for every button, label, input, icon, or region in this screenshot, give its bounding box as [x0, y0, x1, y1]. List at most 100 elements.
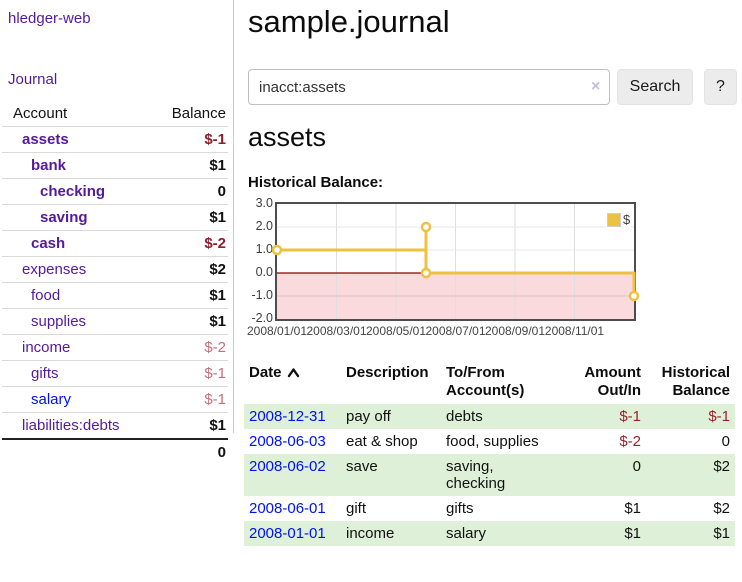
account-balance: $-2 — [153, 230, 228, 257]
account-link[interactable]: food — [31, 287, 61, 304]
help-button[interactable]: ? — [704, 69, 737, 105]
account-link[interactable]: income — [22, 339, 71, 356]
y-tick-label: 0.0 — [255, 265, 273, 279]
transaction-balance: 0 — [721, 433, 730, 450]
transaction-date-link[interactable]: 2008-06-03 — [249, 433, 326, 450]
account-balance: 0 — [153, 178, 228, 205]
account-link[interactable]: expenses — [22, 261, 87, 278]
account-balance: $1 — [153, 412, 228, 440]
register-header-balance: Historical Balance — [661, 364, 730, 399]
accounts-header-row: Account Balance — [2, 101, 228, 127]
y-tick-label: -2.0 — [251, 311, 273, 325]
main-content: sample.journal × Search ? assets Histori… — [244, 0, 742, 582]
chart-legend: $ — [606, 211, 632, 228]
register-header-date[interactable]: Date — [244, 360, 341, 404]
x-tick-label: 2008/09/01 — [484, 324, 546, 338]
transaction-accounts: debts — [446, 408, 483, 425]
accounts-total-row: 0 — [2, 438, 228, 465]
legend-label: $ — [623, 212, 631, 227]
data-point-marker — [420, 267, 432, 279]
register-header-accounts: To/From Account(s) — [446, 364, 525, 399]
y-tick-label: 1.0 — [255, 242, 273, 256]
account-link[interactable]: checking — [40, 183, 106, 200]
transaction-row: 2008-01-01 income salary $1 $1 — [244, 521, 735, 546]
x-tick-label: 2008/05/01 — [365, 324, 427, 338]
x-tick-label: 2008/07/01 — [425, 324, 486, 338]
balance-series-line — [277, 225, 636, 296]
transaction-balance: $2 — [713, 458, 730, 475]
account-link[interactable]: saving — [40, 209, 88, 226]
accounts-total-balance: 0 — [153, 438, 228, 465]
accounts-header-balance: Balance — [153, 101, 228, 127]
transaction-accounts: food, supplies — [446, 433, 539, 450]
accounts-table: Account Balance assets $-1 bank $1 check… — [2, 101, 228, 465]
accounts-header-account: Account — [2, 101, 154, 127]
chart-canvas — [271, 204, 640, 319]
account-row-bank: bank $1 — [2, 152, 228, 179]
account-row-saving: saving $1 — [2, 204, 228, 231]
account-row-food: food $1 — [2, 282, 228, 309]
account-balance: $1 — [153, 204, 228, 231]
transaction-amount: $1 — [624, 525, 641, 542]
y-tick-label: -1.0 — [251, 288, 273, 302]
account-balance: $1 — [153, 152, 228, 179]
transaction-date-link[interactable]: 2008-01-01 — [249, 525, 326, 542]
account-link[interactable]: cash — [31, 235, 66, 252]
account-row-gifts: gifts $-1 — [2, 360, 228, 387]
register-header-row: Date Description To/From Account(s) Amou… — [244, 360, 735, 404]
transaction-accounts: salary — [446, 525, 487, 542]
sidebar-item-journal[interactable]: Journal — [8, 71, 58, 88]
transaction-amount: $-2 — [619, 433, 641, 450]
account-row-cash: cash $-2 — [2, 230, 228, 257]
register-header-description: Description — [346, 364, 429, 381]
transaction-row: 2008-06-02 save saving, checking 0 $2 — [244, 454, 735, 496]
transaction-description: gift — [346, 500, 367, 517]
account-link[interactable]: supplies — [31, 313, 87, 330]
transaction-balance: $1 — [713, 525, 730, 542]
transaction-accounts: gifts — [446, 500, 474, 517]
transaction-row: 2008-06-01 gift gifts $1 $2 — [244, 496, 735, 521]
account-link[interactable]: bank — [31, 157, 67, 174]
transaction-description: income — [346, 525, 395, 542]
clear-search-icon[interactable]: × — [591, 78, 601, 95]
transaction-balance: $2 — [713, 500, 730, 517]
chart-heading: Historical Balance: — [248, 174, 384, 191]
brand-link[interactable]: hledger-web — [8, 10, 91, 27]
search-button[interactable]: Search — [617, 69, 693, 105]
x-tick-label: 2008/01/01 — [246, 324, 308, 338]
transaction-row: 2008-06-03 eat & shop food, supplies $-2… — [244, 429, 735, 454]
transaction-row: 2008-12-31 pay off debts $-1 $-1 — [244, 404, 735, 429]
account-link[interactable]: gifts — [31, 365, 59, 382]
account-link[interactable]: liabilities:debts — [22, 417, 120, 434]
account-balance: $-1 — [153, 386, 228, 413]
data-point-marker — [271, 244, 283, 256]
y-tick-label: 2.0 — [255, 219, 273, 233]
historical-balance-chart: 3.0 2.0 1.0 0.0 -1.0 -2.0 — [244, 196, 742, 343]
account-row-income: income $-2 — [2, 334, 228, 361]
account-balance: $2 — [153, 256, 228, 283]
x-tick-label: 2008/03/01 — [306, 324, 367, 338]
register-table: Date Description To/From Account(s) Amou… — [244, 360, 735, 546]
account-link[interactable]: assets — [22, 131, 69, 148]
transaction-date-link[interactable]: 2008-12-31 — [249, 408, 326, 425]
account-balance: $-2 — [153, 334, 228, 361]
transaction-description: save — [346, 458, 378, 475]
transaction-date-link[interactable]: 2008-06-01 — [249, 500, 326, 517]
transaction-amount: $1 — [624, 500, 641, 517]
account-link[interactable]: salary — [31, 391, 72, 408]
transaction-description: eat & shop — [346, 433, 418, 450]
search-input[interactable] — [248, 69, 610, 105]
sort-ascending-icon — [287, 368, 299, 378]
transaction-amount: $-1 — [619, 408, 641, 425]
transaction-description: pay off — [346, 408, 391, 425]
transaction-date-link[interactable]: 2008-06-02 — [249, 458, 326, 475]
account-row-assets: assets $-1 — [2, 126, 228, 153]
transaction-balance: $-1 — [708, 408, 730, 425]
legend-color-swatch — [607, 212, 621, 227]
transaction-accounts: saving, checking — [446, 458, 506, 492]
account-row-expenses: expenses $2 — [2, 256, 228, 283]
account-page-title: assets — [248, 122, 327, 152]
account-row-supplies: supplies $1 — [2, 308, 228, 335]
chart-plot-area — [271, 202, 640, 321]
